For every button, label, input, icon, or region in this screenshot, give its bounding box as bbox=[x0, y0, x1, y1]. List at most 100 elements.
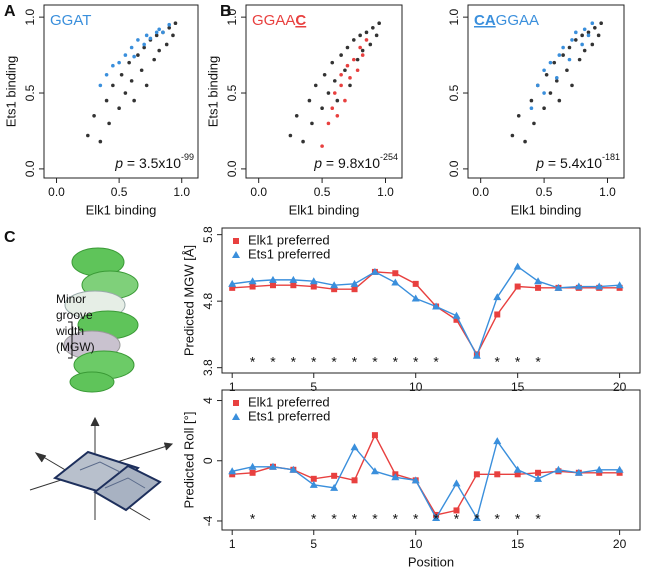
scatter-point bbox=[574, 30, 578, 35]
p-exponent: -99 bbox=[181, 152, 194, 162]
panel-label: C bbox=[4, 229, 16, 246]
x-tick-label: 1 bbox=[229, 380, 236, 394]
motif-label: GGAT bbox=[50, 12, 91, 29]
scatter-point bbox=[332, 79, 337, 83]
point-marker bbox=[513, 465, 522, 473]
scatter-point bbox=[330, 60, 335, 65]
scatter-point bbox=[567, 45, 572, 50]
point-marker bbox=[370, 467, 379, 475]
point-marker bbox=[248, 277, 257, 285]
point-marker bbox=[392, 270, 399, 277]
scatter-point bbox=[590, 21, 595, 26]
scatter-point bbox=[123, 91, 128, 95]
x-tick-label: 1.0 bbox=[599, 185, 616, 199]
scatter-point bbox=[288, 133, 293, 138]
scatter-point bbox=[535, 83, 540, 88]
x-tick-label: 10 bbox=[409, 380, 423, 394]
y-tick-label: -4 bbox=[201, 515, 215, 526]
motif-part: GGAT bbox=[50, 12, 91, 29]
point-marker bbox=[310, 475, 317, 482]
point-marker bbox=[391, 278, 400, 286]
legend-marker bbox=[233, 400, 239, 406]
scatter-point bbox=[567, 57, 572, 62]
scatter-point bbox=[593, 25, 597, 30]
significance-star: * bbox=[270, 354, 276, 370]
y-axis-label: Ets1 binding bbox=[205, 56, 220, 128]
scatter-point bbox=[173, 21, 178, 26]
scatter-point bbox=[554, 79, 559, 83]
significance-star: * bbox=[535, 511, 541, 527]
point-marker bbox=[309, 277, 318, 285]
scatter-point bbox=[157, 27, 161, 32]
scatter-point bbox=[164, 42, 169, 47]
y-tick-label: 0.5 bbox=[225, 84, 239, 101]
scatter-point bbox=[529, 106, 534, 110]
x-tick-label: 5 bbox=[310, 380, 317, 394]
y-tick-label: 4 bbox=[201, 397, 215, 404]
point-marker bbox=[452, 479, 461, 487]
point-marker bbox=[494, 471, 501, 478]
significance-star: * bbox=[291, 354, 297, 370]
scatter-point bbox=[330, 106, 335, 110]
x-axis-label: Position bbox=[408, 554, 454, 569]
x-tick-label: 1 bbox=[229, 537, 236, 551]
y-tick-label: 1.0 bbox=[225, 8, 239, 25]
scatter-point bbox=[358, 45, 362, 50]
point-marker bbox=[453, 316, 460, 323]
scatter-point bbox=[144, 83, 149, 88]
significance-star: * bbox=[352, 354, 358, 370]
scatter-point bbox=[582, 48, 587, 53]
scatter-point bbox=[86, 133, 90, 138]
scatter-point bbox=[119, 73, 124, 77]
x-tick-label: 5 bbox=[310, 537, 317, 551]
significance-star: * bbox=[372, 511, 378, 527]
scatter-point bbox=[548, 91, 553, 95]
point-marker bbox=[229, 284, 236, 291]
y-tick-label: 0.5 bbox=[23, 84, 37, 101]
x-axis-label: Elk1 binding bbox=[289, 202, 360, 217]
point-marker bbox=[595, 465, 604, 473]
x-tick-label: 20 bbox=[613, 537, 627, 551]
scatter-point bbox=[111, 63, 115, 68]
scatter-point bbox=[98, 83, 103, 88]
point-marker bbox=[453, 507, 460, 514]
scatter-point bbox=[104, 98, 109, 103]
point-marker bbox=[370, 267, 379, 275]
p-text: = 3.5x10 bbox=[123, 155, 181, 171]
point-marker bbox=[535, 284, 542, 291]
point-marker bbox=[228, 467, 237, 475]
p-exponent: -181 bbox=[602, 152, 620, 162]
scatter-point bbox=[580, 42, 584, 47]
x-tick-label: 0.5 bbox=[111, 185, 128, 199]
scatter-point bbox=[171, 33, 175, 38]
dna-helix-illustration bbox=[63, 247, 139, 393]
scatter-point bbox=[561, 45, 565, 50]
point-marker bbox=[229, 471, 236, 478]
scatter-point bbox=[364, 30, 369, 35]
scatter-point bbox=[335, 98, 340, 103]
point-marker bbox=[249, 469, 256, 476]
p-exponent: -254 bbox=[380, 152, 398, 162]
motif-part: GGAA bbox=[496, 12, 539, 29]
p-text: = 5.4x10 bbox=[544, 155, 602, 171]
y-tick-label: 0.0 bbox=[23, 160, 37, 177]
significance-star: * bbox=[474, 511, 480, 527]
scatter-point bbox=[320, 144, 324, 148]
scatter-point bbox=[154, 30, 159, 35]
scatter-point bbox=[596, 33, 601, 38]
scatter-point bbox=[345, 63, 350, 68]
significance-star: * bbox=[352, 511, 358, 527]
point-marker bbox=[309, 480, 318, 488]
legend-label: Ets1 preferred bbox=[248, 408, 330, 423]
scatter-point bbox=[557, 53, 562, 57]
scatter-point bbox=[322, 73, 327, 77]
point-marker bbox=[411, 476, 420, 484]
scatter-point bbox=[552, 60, 557, 65]
x-tick-label: 20 bbox=[613, 380, 627, 394]
significance-star: * bbox=[433, 511, 439, 527]
y-axis-label: Predicted MGW [Å] bbox=[181, 245, 196, 356]
x-axis-label: Elk1 binding bbox=[511, 202, 582, 217]
significance-star: * bbox=[372, 354, 378, 370]
significance-star: * bbox=[515, 511, 521, 527]
significance-star: * bbox=[311, 354, 317, 370]
